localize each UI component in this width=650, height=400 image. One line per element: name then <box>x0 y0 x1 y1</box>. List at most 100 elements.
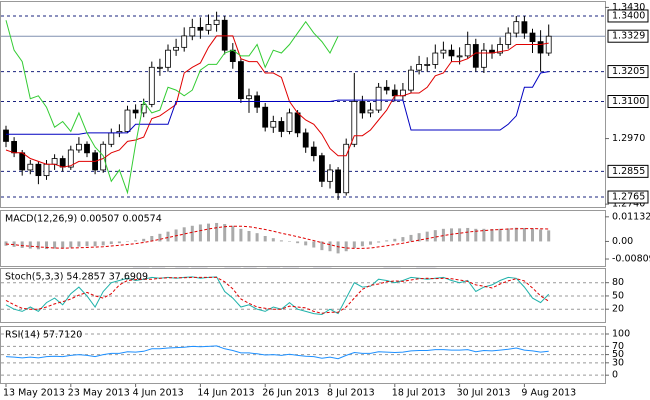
histogram-bar <box>522 227 526 242</box>
histogram-bar <box>547 230 551 242</box>
candle-body <box>529 32 536 43</box>
histogram-bar <box>158 233 162 242</box>
candle-body <box>67 149 74 168</box>
candle-body <box>521 21 528 34</box>
candle-body <box>294 112 301 134</box>
histogram-bar <box>190 225 194 242</box>
candle-body <box>375 86 382 111</box>
candle-body <box>262 106 269 128</box>
histogram-bar <box>69 241 73 248</box>
candle-body <box>408 69 414 91</box>
histogram-bar <box>182 227 186 242</box>
y-tick-label: 50 <box>612 349 624 360</box>
candle-body <box>464 44 471 57</box>
x-tick-label: 18 Jul 2013 <box>392 388 446 399</box>
candle-body <box>148 66 155 105</box>
histogram-bar <box>134 240 138 242</box>
candle-body <box>181 35 188 48</box>
candle-body <box>3 129 9 142</box>
histogram-bar <box>369 241 372 245</box>
candle-body <box>327 169 333 182</box>
candle-body <box>246 95 252 100</box>
histogram-bar <box>450 228 453 242</box>
indicator-line <box>5 20 339 195</box>
histogram-bar <box>506 228 510 242</box>
y-tick-label: 0.00 <box>612 236 633 247</box>
candle-body <box>448 49 455 57</box>
histogram-bar <box>61 241 65 249</box>
histogram-bar <box>393 238 397 242</box>
candle-body <box>513 21 520 34</box>
candle-body <box>173 46 180 51</box>
y-tick-label: 1.2740 <box>612 199 645 210</box>
histogram-bar <box>45 241 48 250</box>
histogram-bar <box>409 234 413 242</box>
histogram-bar <box>36 241 40 250</box>
x-tick-label: 13 May 2013 <box>3 388 65 399</box>
candle-body <box>537 41 544 54</box>
histogram-bar <box>12 241 16 247</box>
histogram-bar <box>328 241 332 252</box>
histogram-bar <box>166 231 170 242</box>
candle-body <box>11 141 18 154</box>
histogram-bar <box>77 241 81 247</box>
candle-body <box>27 163 34 171</box>
histogram-bar <box>425 231 429 242</box>
candle-body <box>189 26 196 37</box>
y-tick-label: -0.00809 <box>612 254 650 265</box>
candle-body <box>383 86 390 91</box>
candle-body <box>59 158 66 168</box>
y-tick-label: 70 <box>612 341 624 352</box>
histogram-bar <box>377 241 381 243</box>
x-tick-label: 26 Jun 2013 <box>262 388 319 399</box>
panel-title: MACD(12,26,9) 0.00507 0.00574 <box>5 214 162 225</box>
candle-body <box>19 152 26 171</box>
y-tick-label: 80 <box>612 277 624 288</box>
histogram-bar <box>271 238 275 242</box>
histogram-bar <box>344 241 348 252</box>
histogram-bar <box>514 227 518 242</box>
histogram-bar <box>288 241 291 242</box>
histogram-bar <box>207 223 210 242</box>
candle-body <box>480 49 487 68</box>
indicator-line <box>5 276 550 316</box>
histogram-bar <box>53 241 57 249</box>
histogram-bar <box>401 237 405 242</box>
histogram-bar <box>150 236 154 242</box>
candle-body <box>156 66 163 69</box>
candle-body <box>351 101 358 145</box>
histogram-bar <box>85 241 89 247</box>
histogram-bar <box>482 228 486 242</box>
histogram-bar <box>117 241 121 244</box>
histogram-bar <box>304 241 308 246</box>
histogram-bar <box>101 241 105 246</box>
histogram-bar <box>474 228 478 242</box>
level-label: 1.2855 <box>612 166 645 177</box>
histogram-bar <box>231 225 235 242</box>
histogram-bar <box>263 236 267 242</box>
histogram-bar <box>531 228 534 242</box>
indicator-line <box>5 225 549 249</box>
y-tick-label: 1.2970 <box>612 133 645 144</box>
candle-body <box>76 143 82 151</box>
histogram-bar <box>20 241 24 248</box>
panel-frame <box>0 210 606 267</box>
y-tick-label: 50 <box>612 290 624 301</box>
panel-title: Stoch(5,3,3) 54.2857 37.6909 <box>5 272 148 283</box>
candle-body <box>132 109 139 114</box>
histogram-bar <box>4 241 8 246</box>
histogram-bar <box>352 241 356 248</box>
indicator-line <box>6 71 549 135</box>
candle-body <box>456 55 463 58</box>
candle-body <box>416 64 423 71</box>
candle-body <box>205 24 212 31</box>
histogram-bar <box>93 241 97 247</box>
histogram-bar <box>466 227 470 242</box>
histogram-bar <box>433 230 437 242</box>
histogram-bar <box>215 222 219 242</box>
y-tick-label: 100 <box>612 329 630 340</box>
y-tick-label: 1.3430 <box>612 2 645 13</box>
candle-body <box>51 158 58 165</box>
candle-body <box>343 143 350 194</box>
y-tick-label: 0 <box>612 370 618 381</box>
